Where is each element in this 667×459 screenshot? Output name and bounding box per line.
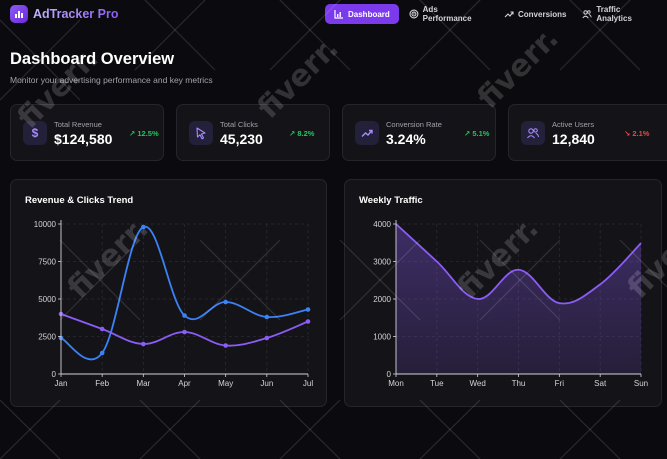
- trend-up-icon: [504, 11, 514, 18]
- data-point: [99, 350, 105, 356]
- kpi-change: ↗ 12.5%: [129, 129, 159, 138]
- nav-traffic-analytics-label: Traffic Analytics: [596, 5, 632, 23]
- brand[interactable]: AdTracker Pro: [10, 5, 118, 23]
- main-nav: Dashboard Ads Performance Conversions Tr…: [325, 4, 667, 24]
- watermark-stroke: [139, 399, 201, 459]
- y-tick-label: 2500: [38, 333, 56, 342]
- weekly-traffic-panel: Weekly Traffic 0 1000 2000 3000 4000 Mon Tue We…: [344, 179, 662, 407]
- brand-name: AdTracker Pro: [33, 7, 119, 21]
- kpi-value: 45,230: [220, 131, 263, 147]
- x-tick-label: Sat: [594, 379, 607, 388]
- y-tick-label: 3000: [373, 258, 391, 267]
- kpi-card-total-revenue: $ Total Revenue $124,580 ↗ 12.5%: [10, 104, 164, 161]
- kpi-label: Conversion Rate: [386, 120, 442, 129]
- kpi-value: $124,580: [54, 131, 113, 147]
- data-point: [99, 326, 105, 332]
- x-tick-label: Wed: [470, 379, 486, 388]
- target-icon: [409, 9, 419, 19]
- kpi-label: Total Clicks: [220, 120, 258, 129]
- kpi-change: ↗ 8.2%: [289, 129, 315, 138]
- y-tick-label: 0: [387, 370, 392, 379]
- data-point: [223, 343, 228, 348]
- data-point: [182, 313, 187, 318]
- svg-text:$: $: [32, 126, 39, 140]
- nav-dashboard-label: Dashboard: [348, 9, 390, 19]
- x-tick-label: Sun: [634, 379, 648, 388]
- revenue-clicks-chart: 0 2500 5000 7500 10000 Jan Feb Mar Apr May Jun Jul: [34, 220, 313, 388]
- x-tick-label: Jun: [260, 379, 273, 388]
- y-tick-label: 2000: [373, 295, 391, 304]
- watermark-stroke: [559, 399, 621, 459]
- x-tick-label: Tue: [430, 379, 444, 388]
- cursor-icon: [189, 121, 213, 145]
- users-icon: [582, 10, 593, 19]
- kpi-value: 3.24%: [386, 131, 426, 147]
- y-tick-label: 10000: [34, 220, 57, 229]
- watermark-stroke: [0, 399, 61, 459]
- kpi-value: 12,840: [552, 131, 595, 147]
- x-tick-label: Thu: [512, 379, 526, 388]
- page-subtitle: Monitor your advertising performance and…: [10, 75, 213, 85]
- data-point: [141, 224, 146, 230]
- watermark-stroke: [279, 399, 341, 459]
- y-tick-label: 7500: [38, 258, 56, 267]
- watermark-text: fiverr.: [471, 21, 566, 116]
- bar-chart-icon: [334, 10, 343, 19]
- page-title: Dashboard Overview: [10, 50, 175, 68]
- area-fill: [396, 224, 641, 374]
- data-point: [264, 335, 270, 341]
- chart-title: Weekly Traffic: [359, 195, 423, 206]
- data-point: [305, 307, 311, 312]
- kpi-change: ↗ 5.1%: [464, 129, 490, 138]
- x-tick-label: Fri: [555, 379, 565, 388]
- nav-conversions-label: Conversions: [518, 9, 567, 19]
- watermark-stroke: [0, 399, 61, 459]
- y-tick-label: 0: [52, 370, 57, 379]
- data-point: [223, 299, 228, 305]
- series-line: [395, 223, 642, 305]
- top-navbar: AdTracker Pro Dashboard Ads Performance …: [0, 0, 667, 29]
- kpi-card-conversion-rate: Conversion Rate 3.24% ↗ 5.1%: [342, 104, 496, 161]
- x-tick-label: Mar: [136, 379, 150, 388]
- y-tick-label: 5000: [38, 295, 56, 304]
- y-tick-label: 4000: [373, 220, 391, 229]
- nav-conversions[interactable]: Conversions: [498, 4, 572, 24]
- nav-ads-performance[interactable]: Ads Performance: [403, 4, 494, 24]
- data-point: [182, 329, 187, 335]
- kpi-card-total-clicks: Total Clicks 45,230 ↗ 8.2%: [176, 104, 330, 161]
- x-tick-label: Jul: [303, 379, 313, 388]
- data-point: [141, 341, 146, 347]
- watermark-stroke: [279, 399, 341, 459]
- watermark-stroke: [139, 399, 201, 459]
- nav-ads-performance-label: Ads Performance: [422, 5, 472, 23]
- watermark-stroke: [419, 399, 481, 459]
- y-tick-label: 1000: [373, 333, 391, 342]
- revenue-clicks-panel: Revenue & Clicks Trend 0 2500 5000 7500 1000…: [10, 179, 327, 407]
- users-icon: [521, 121, 545, 145]
- watermark-stroke: [559, 399, 621, 459]
- kpi-label: Active Users: [552, 120, 595, 129]
- weekly-traffic-chart: 0 1000 2000 3000 4000 Mon Tue Wed Thu Fri Sat Sun: [373, 220, 648, 388]
- data-point: [264, 314, 270, 320]
- data-point: [305, 319, 311, 324]
- x-tick-label: May: [218, 379, 233, 388]
- x-tick-label: Apr: [178, 379, 191, 388]
- kpi-label: Total Revenue: [54, 120, 102, 129]
- bar-chart-icon: [10, 5, 28, 23]
- trend-up-icon: [355, 121, 379, 145]
- nav-dashboard[interactable]: Dashboard: [325, 4, 399, 24]
- x-tick-label: Jan: [55, 379, 68, 388]
- x-tick-label: Mon: [388, 379, 404, 388]
- kpi-card-active-users: Active Users 12,840 ↘ 2.1%: [508, 104, 667, 161]
- dollar-icon: $: [23, 121, 47, 145]
- watermark-stroke: [419, 399, 481, 459]
- nav-traffic-analytics[interactable]: Traffic Analytics: [576, 4, 663, 24]
- chart-title: Revenue & Clicks Trend: [25, 195, 134, 206]
- x-tick-label: Feb: [95, 379, 109, 388]
- kpi-change: ↘ 2.1%: [624, 129, 650, 138]
